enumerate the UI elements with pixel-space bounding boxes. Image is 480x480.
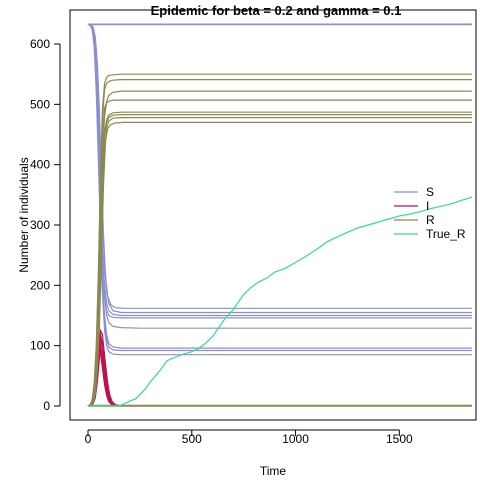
x-tick-label: 500 bbox=[182, 432, 202, 446]
series-r-run-2-line bbox=[87, 90, 472, 407]
series-r-run-4-line bbox=[87, 117, 472, 407]
x-axis-label: Time bbox=[260, 464, 287, 478]
series-s-run-2-line bbox=[87, 23, 472, 329]
legend-label-s: S bbox=[426, 185, 434, 199]
series-r-run-7-line bbox=[87, 99, 472, 407]
series-s-run-3-line bbox=[87, 23, 472, 309]
series-r-run-5-line bbox=[87, 79, 472, 407]
y-axis-label: Number of individuals bbox=[17, 157, 31, 272]
series-r-run-3-line bbox=[87, 121, 472, 407]
series-s-run-8-line bbox=[87, 23, 472, 319]
x-tick-label: 1000 bbox=[282, 432, 309, 446]
y-tick-label: 300 bbox=[30, 218, 50, 232]
legend-label-true_r: True_R bbox=[426, 227, 466, 241]
series-s-run-7-line bbox=[87, 23, 472, 349]
y-tick-label: 400 bbox=[30, 158, 50, 172]
series-r-run-6-line bbox=[87, 73, 472, 407]
series-r-run-8-line bbox=[87, 111, 472, 407]
series-true_r-run-1-line bbox=[88, 196, 473, 407]
y-tick-label: 200 bbox=[30, 278, 50, 292]
plot-frame bbox=[69, 9, 477, 421]
axes: 0 500 1000 1500 0 100 200 300 400 500 600 bbox=[30, 9, 477, 446]
x-tick-label: 0 bbox=[85, 432, 92, 446]
plot-area bbox=[87, 23, 473, 407]
y-tick-label: 500 bbox=[30, 97, 50, 111]
series-s-run-4-line bbox=[87, 23, 472, 314]
series-r-run-1-line bbox=[87, 114, 472, 407]
legend-label-i: I bbox=[426, 199, 429, 213]
series-s-run-5-line bbox=[87, 23, 472, 352]
x-tick-label: 1500 bbox=[386, 432, 413, 446]
series-s-run-1-line bbox=[87, 23, 472, 317]
y-tick-label: 100 bbox=[30, 339, 50, 353]
legend-label-r: R bbox=[426, 213, 435, 227]
y-tick-label: 600 bbox=[30, 37, 50, 51]
y-tick-label: 0 bbox=[43, 399, 50, 413]
